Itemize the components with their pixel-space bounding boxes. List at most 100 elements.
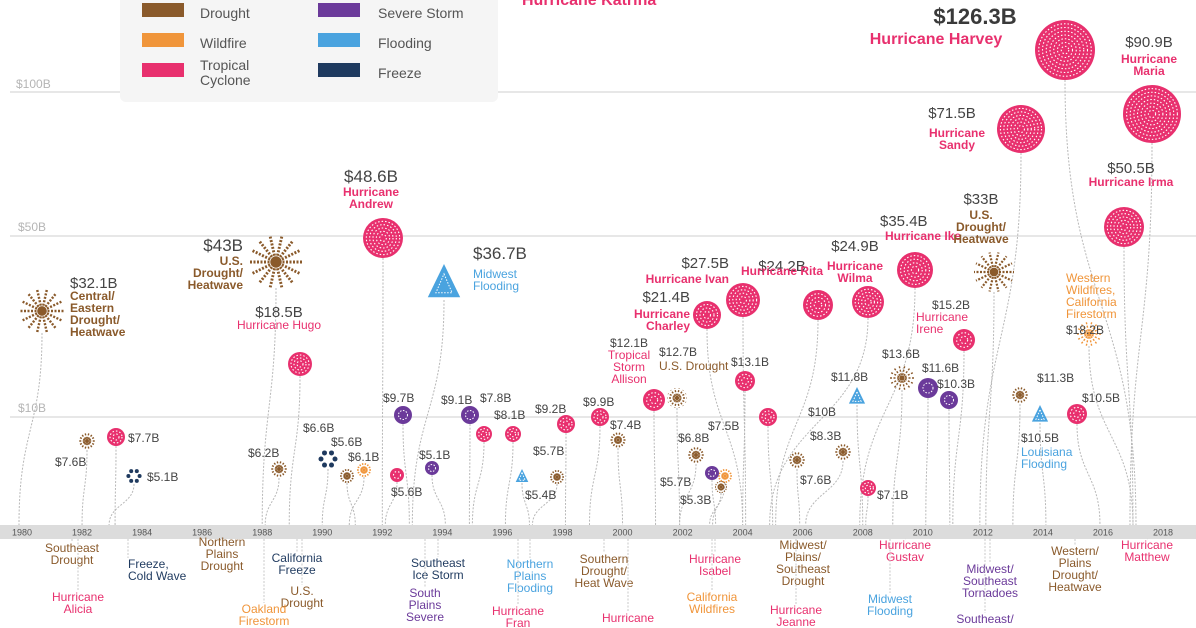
event-10-48-6b-value: $48.6B bbox=[344, 167, 398, 186]
event-50-126-3b-stem bbox=[1064, 79, 1137, 526]
bottom-label-western-plains-drought-heatwave: Western/Plains Drought/Heatwave bbox=[1048, 544, 1102, 594]
event-49-18-2b-value: $18.2B bbox=[1066, 323, 1104, 337]
event-25-21-4b-value: $21.4B bbox=[642, 289, 690, 306]
event-23-12-1b-mark bbox=[643, 389, 665, 411]
gridline-label-100b: $100B bbox=[16, 77, 51, 91]
year-tick-2014: 2014 bbox=[1033, 528, 1053, 538]
event-37-11-8b-value: $11.8B bbox=[831, 370, 868, 384]
event-16-7-8b-stem bbox=[471, 441, 485, 526]
event-24-12-7b-label: U.S. Drought bbox=[659, 359, 729, 373]
event-40-13-6b-value: $13.6B bbox=[882, 347, 920, 361]
event-5-6-2b-stem bbox=[264, 477, 280, 526]
event-20-9-2b-mark bbox=[557, 415, 575, 433]
event-26-27-5b-label: Hurricane Ivan bbox=[646, 272, 729, 286]
bottom-label-california-wildfires: California Wildfires bbox=[687, 590, 738, 616]
legend-item-wildfire: Wildfire bbox=[142, 33, 247, 51]
event-40-13-6b-stem bbox=[892, 389, 903, 526]
year-tick-1984: 1984 bbox=[132, 528, 152, 538]
event-43-15-2b-label: Hurricane Irene bbox=[916, 310, 968, 336]
event-14-5-1b-stem bbox=[431, 474, 446, 526]
event-35-8-3b-value: $8.3B bbox=[810, 429, 841, 443]
event-17-8-1b-value: $8.1B bbox=[494, 408, 525, 422]
year-tick-2018: 2018 bbox=[1153, 528, 1173, 538]
year-tick-1990: 1990 bbox=[312, 528, 332, 538]
event-19-5-4b-mark bbox=[550, 470, 564, 484]
event-41-11-6b-value: $11.6B bbox=[922, 361, 959, 375]
event-26-27-5b-mark bbox=[726, 283, 760, 317]
event-46-11-3b-mark bbox=[1011, 386, 1029, 404]
event-3-5-1b-value: $5.1B bbox=[147, 470, 178, 484]
bottom-label-southeast-drought: Southeast Drought bbox=[45, 541, 100, 567]
event-9-6-1b-mark bbox=[357, 463, 371, 477]
event-32-24-2b-mark bbox=[803, 290, 833, 320]
event-23-12-1b-stem bbox=[653, 410, 657, 526]
event-27-6-8b-mark bbox=[687, 446, 705, 464]
event-39-35-4b-mark bbox=[897, 252, 933, 288]
event-18-5-7b-stem bbox=[521, 482, 530, 526]
event-32-24-2b-label: Hurricane Rita bbox=[741, 264, 823, 278]
event-16-7-8b-value: $7.8B bbox=[480, 391, 511, 405]
event-14-5-1b-value: $5.1B bbox=[419, 448, 450, 462]
bottom-label-south-plains-severe: South Plains Severe bbox=[406, 586, 444, 624]
event-4-43b-mark bbox=[250, 236, 302, 288]
bottom-label-hurricane-fran: Hurricane Fran bbox=[492, 604, 544, 628]
event-0-32-1b-mark bbox=[20, 289, 64, 333]
event-32-24-2b-value: $24.2B bbox=[758, 258, 806, 275]
partial-top-label: Hurricane Katrina bbox=[522, 0, 656, 9]
event-7-6-6b-mark bbox=[318, 450, 338, 468]
year-tick-2012: 2012 bbox=[973, 528, 993, 538]
event-42-10-3b-mark bbox=[940, 391, 958, 409]
event-11-5-6b-value: $5.6B bbox=[391, 485, 422, 499]
event-31-13-1b-mark bbox=[735, 371, 755, 391]
event-33-24-9b-value: $24.9B bbox=[831, 238, 879, 255]
bottom-label-hurricane-jeanne: Hurricane Jeanne bbox=[770, 603, 822, 628]
event-46-11-3b-value: $11.3B bbox=[1037, 371, 1074, 385]
event-8-5-6b-value: $5.6B bbox=[331, 435, 362, 449]
event-13-36-7b-label: Midwest Flooding bbox=[473, 267, 519, 293]
event-18-5-7b-value: $5.7B bbox=[533, 444, 564, 458]
legend-box bbox=[120, 0, 498, 102]
event-11-5-6b-stem bbox=[384, 481, 398, 526]
event-33-24-9b-label: Hurricane Wilma bbox=[827, 259, 883, 285]
event-19-5-4b-stem bbox=[531, 483, 558, 526]
event-2-7-7b-stem bbox=[114, 445, 117, 526]
event-29-5-7b-mark bbox=[705, 466, 719, 480]
event-6-18-5b-mark bbox=[288, 352, 312, 376]
event-35-8-3b-mark bbox=[834, 443, 852, 461]
event-17-8-1b-mark bbox=[505, 426, 521, 442]
event-3-5-1b-stem bbox=[108, 483, 135, 526]
event-50-126-3b-mark bbox=[1035, 20, 1095, 80]
event-30-5-3b-value: $5.3B bbox=[680, 493, 711, 507]
legend-label-severe-storm: Severe Storm bbox=[378, 5, 464, 21]
event-13-36-7b-mark bbox=[427, 264, 461, 298]
event-44-33b-mark bbox=[974, 252, 1014, 292]
event-41-11-6b-mark bbox=[918, 378, 938, 398]
event-22-7-4b-mark bbox=[610, 432, 626, 448]
event-15-9-1b-stem bbox=[468, 423, 471, 526]
event-7-6-6b-value: $6.6B bbox=[303, 421, 334, 435]
year-tick-1994: 1994 bbox=[432, 528, 452, 538]
event-15-9-1b-mark bbox=[461, 406, 479, 424]
event-52-50-5b-stem bbox=[1123, 246, 1134, 526]
legend-label-drought: Drought bbox=[200, 5, 250, 21]
legend-swatch-freeze bbox=[318, 63, 360, 77]
legend-swatch-flooding bbox=[318, 33, 360, 47]
event-32-24-2b-stem bbox=[775, 319, 819, 526]
event-24-12-7b-mark bbox=[667, 388, 687, 408]
event-2-7-7b-mark bbox=[107, 428, 125, 446]
event-5-6-2b-value: $6.2B bbox=[248, 446, 279, 460]
event-40-13-6b-mark bbox=[890, 366, 914, 390]
event-38-7-1b-value: $7.1B bbox=[877, 488, 908, 502]
event-38-7-1b-mark bbox=[860, 480, 876, 496]
event-52-50-5b-label: Hurricane Irma bbox=[1089, 175, 1174, 189]
year-ticks: 1980 1982 1984 1986 1988 1990 1992 1994 1996 1998… bbox=[12, 528, 1173, 538]
legend-label-freeze: Freeze bbox=[378, 65, 422, 81]
event-6-18-5b-value: $18.5B bbox=[255, 304, 303, 321]
event-27-6-8b-value: $6.8B bbox=[678, 431, 709, 445]
event-23-12-1b-label: Tropical Storm Allison bbox=[608, 348, 650, 386]
bottom-label-northern-plains-flooding: Northern Plains Flooding bbox=[507, 557, 554, 595]
event-51-90-9b-label: Hurricane Maria bbox=[1121, 52, 1177, 78]
bottom-label-southern-drought-heat-wave: Southern Drought/Heat Wave bbox=[575, 552, 634, 590]
event-19-5-4b-value: $5.4B bbox=[525, 488, 556, 502]
